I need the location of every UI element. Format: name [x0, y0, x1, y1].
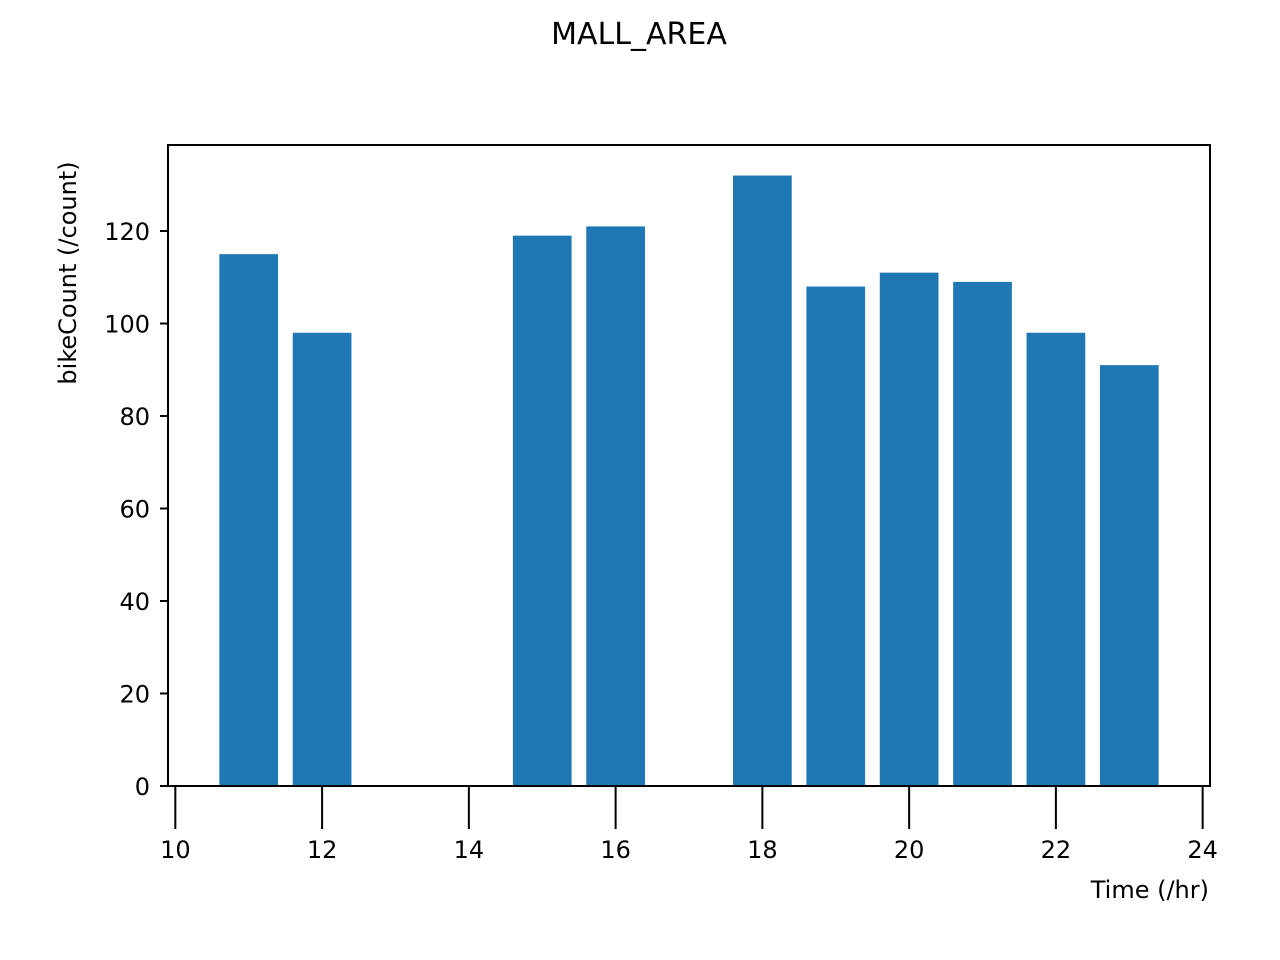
y-tick-label: 60 — [119, 496, 150, 524]
bars-group — [219, 175, 1159, 786]
y-tick-label: 100 — [104, 311, 150, 339]
y-tick-label: 80 — [119, 403, 150, 431]
x-axis-ticks: 10 12 14 16 18 20 22 24 — [160, 786, 1218, 864]
x-tick-label: 22 — [1041, 836, 1072, 864]
x-tick-label: 10 — [160, 836, 191, 864]
bar-20 — [879, 272, 939, 786]
plot-frame — [167, 144, 1211, 787]
bar-11 — [219, 254, 279, 786]
x-axis-label: Time (/hr) — [1090, 876, 1209, 904]
x-tick-label: 24 — [1187, 836, 1218, 864]
y-tick-label: 40 — [119, 588, 150, 616]
bar-15 — [512, 235, 572, 786]
y-tick-label: 0 — [135, 773, 150, 801]
y-axis-label: bikeCount (/count) — [54, 161, 82, 384]
chart-title: MALL_AREA — [551, 17, 727, 52]
y-axis-ticks: 0 20 40 60 80 100 120 — [104, 218, 168, 801]
x-tick-label: 20 — [894, 836, 925, 864]
x-tick-label: 12 — [307, 836, 338, 864]
bar-12 — [292, 332, 352, 786]
y-tick-label: 120 — [104, 218, 150, 246]
bar-23 — [1099, 365, 1159, 786]
bar-18 — [733, 175, 792, 786]
bar-22 — [1026, 332, 1086, 786]
x-tick-label: 14 — [454, 836, 485, 864]
bar-21 — [953, 281, 1012, 786]
x-tick-label: 18 — [747, 836, 778, 864]
bar-16 — [586, 226, 645, 786]
bar-19 — [806, 286, 866, 786]
y-tick-label: 20 — [119, 681, 150, 709]
x-tick-label: 16 — [600, 836, 631, 864]
